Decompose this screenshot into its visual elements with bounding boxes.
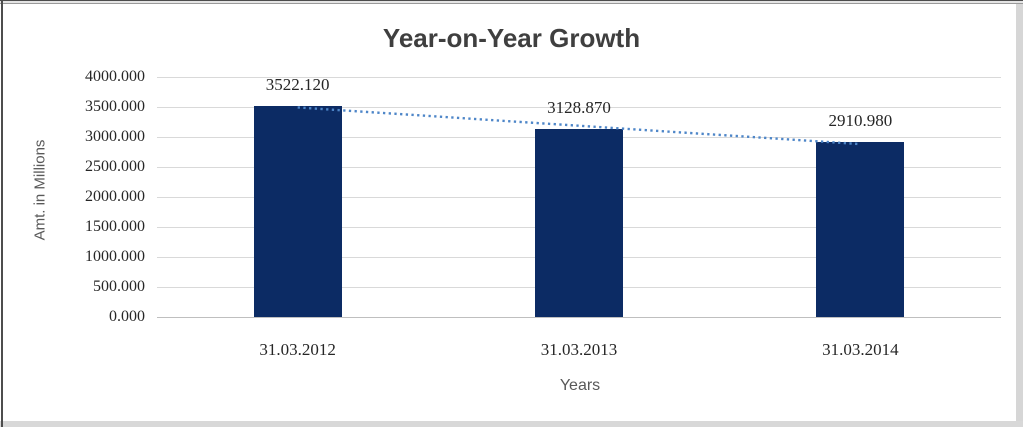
y-axis-tick-label: 1000.000	[85, 248, 145, 265]
gridline	[157, 317, 1001, 318]
y-axis-tick-label: 3000.000	[85, 128, 145, 145]
gridline	[157, 107, 1001, 108]
x-axis-title: Years	[559, 377, 601, 394]
x-axis-tick-label: 31.03.2012	[259, 340, 336, 359]
x-axis-tick-label: 31.03.2014	[822, 340, 899, 359]
frame-bottom-border	[0, 421, 1023, 427]
bar-data-label: 2910.980	[828, 111, 893, 131]
frame-top-border	[0, 0, 1023, 4]
y-axis-tick-label: 2000.000	[85, 188, 145, 205]
frame-left-border	[1, 0, 3, 427]
x-axis-tick-label: 31.03.2013	[540, 340, 618, 359]
bar	[816, 142, 905, 317]
bar	[535, 129, 623, 317]
frame-right-border	[1016, 0, 1023, 427]
y-axis-tick-label: 3500.000	[85, 98, 145, 115]
y-axis-tick-label: 0.000	[109, 308, 145, 325]
y-axis-tick-label: 1500.000	[85, 218, 145, 235]
gridline	[157, 77, 1001, 78]
chart-title: Year-on-Year Growth	[382, 23, 641, 53]
bar-data-label: 3522.120	[265, 74, 330, 94]
y-axis-tick-label: 2500.000	[85, 158, 145, 175]
y-axis-tick-label: 4000.000	[85, 68, 145, 85]
y-axis-tick-label: 500.000	[93, 278, 145, 295]
bar-data-label: 3128.870	[547, 98, 611, 118]
bar	[253, 105, 342, 317]
